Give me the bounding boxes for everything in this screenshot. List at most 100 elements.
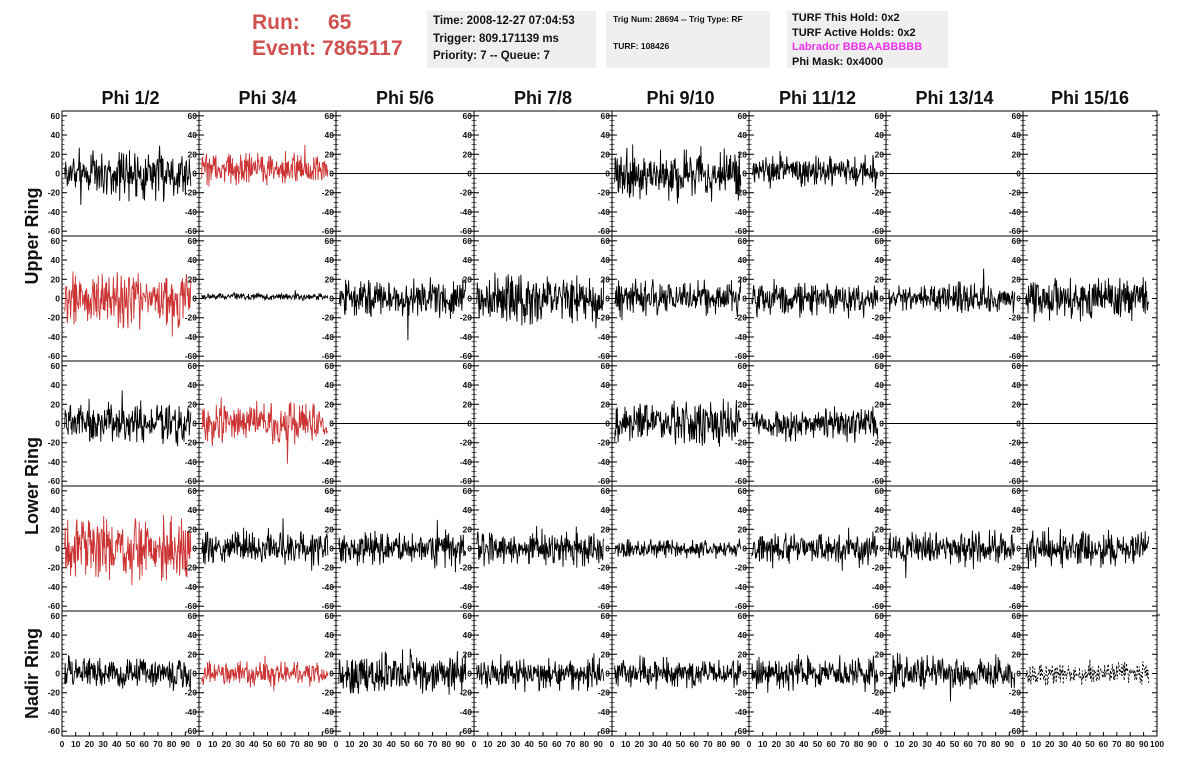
y-tick-label: -60 <box>185 601 198 611</box>
y-tick-label: 60 <box>51 236 61 246</box>
y-tick-label: 20 <box>51 649 61 659</box>
y-tick-label: -40 <box>48 582 61 592</box>
x-tick-label: 50 <box>400 739 410 749</box>
y-tick-label: -60 <box>322 226 335 236</box>
y-tick-label: 0 <box>55 294 60 304</box>
y-tick-label: 20 <box>738 149 748 159</box>
y-tick-label: 20 <box>875 649 885 659</box>
y-tick-label: 20 <box>188 149 198 159</box>
y-tick-label: 0 <box>467 419 472 429</box>
y-tick-label: -40 <box>735 582 748 592</box>
x-tick-label: 10 <box>483 739 493 749</box>
y-tick-label: 20 <box>601 649 611 659</box>
x-tick-label: 90 <box>455 739 465 749</box>
y-tick-label: 0 <box>879 669 884 679</box>
y-tick-label: -60 <box>48 726 61 736</box>
x-tick-label: 90 <box>181 739 191 749</box>
run-event-header: Run: 65 Event: 7865117 <box>252 10 403 62</box>
panel-frame <box>198 235 337 362</box>
y-tick-label: -60 <box>1009 226 1022 236</box>
y-tick-label: -60 <box>735 601 748 611</box>
y-tick-label: -20 <box>1009 688 1022 698</box>
y-tick-label: -60 <box>872 226 885 236</box>
x-tick-label: 70 <box>153 739 163 749</box>
x-tick-label: 70 <box>703 739 713 749</box>
y-tick-label: 0 <box>467 544 472 554</box>
y-tick-label: -40 <box>598 582 611 592</box>
y-tick-label: -20 <box>598 188 611 198</box>
waveform-trace <box>338 277 467 341</box>
y-tick-label: -20 <box>460 438 473 448</box>
x-tick-label: 40 <box>662 739 672 749</box>
y-tick-label: -60 <box>322 726 335 736</box>
y-tick-label: 20 <box>601 524 611 534</box>
y-tick-label: -60 <box>322 476 335 486</box>
x-tick-label: 40 <box>249 739 259 749</box>
y-tick-label: 40 <box>875 255 885 265</box>
y-tick-label: -60 <box>735 226 748 236</box>
x-tick-label: 80 <box>580 739 590 749</box>
y-tick-label: -20 <box>1009 313 1022 323</box>
y-tick-label: 0 <box>55 169 60 179</box>
y-tick-label: 60 <box>738 486 748 496</box>
x-tick-label: 70 <box>1112 739 1122 749</box>
waveform-trace <box>888 652 1016 702</box>
y-tick-label: 0 <box>605 169 610 179</box>
x-tick-label: 80 <box>717 739 727 749</box>
y-tick-label: -20 <box>735 563 748 573</box>
y-tick-label: -40 <box>185 207 198 217</box>
x-tick-label: 100 <box>1150 739 1164 749</box>
x-tick-label: 60 <box>552 739 562 749</box>
y-tick-label: 20 <box>188 274 198 284</box>
y-tick-label: 40 <box>875 130 885 140</box>
x-tick-label: 30 <box>98 739 108 749</box>
y-tick-label: 0 <box>742 169 747 179</box>
y-tick-label: -40 <box>735 457 748 467</box>
y-tick-label: 40 <box>738 630 748 640</box>
y-tick-label: 60 <box>325 486 335 496</box>
y-tick-label: 40 <box>188 255 198 265</box>
y-tick-label: -20 <box>460 688 473 698</box>
phi-column-title: Phi 3/4 <box>238 88 296 108</box>
x-tick-label: 60 <box>139 739 149 749</box>
waveform-trace <box>888 529 1016 579</box>
y-tick-label: 60 <box>188 236 198 246</box>
y-tick-label: 60 <box>1012 486 1022 496</box>
x-tick-label: 80 <box>854 739 864 749</box>
x-tick-label: 20 <box>1045 739 1055 749</box>
x-tick-label: 90 <box>318 739 328 749</box>
y-tick-label: -20 <box>322 563 335 573</box>
x-tick-label: 40 <box>386 739 396 749</box>
y-tick-label: 20 <box>875 399 885 409</box>
y-tick-label: -20 <box>322 188 335 198</box>
x-tick-label: 50 <box>813 739 823 749</box>
y-tick-label: 0 <box>329 169 334 179</box>
turf-active-holds-text: TURF Active Holds: 0x2 <box>792 26 916 39</box>
y-tick-label: -60 <box>1009 726 1022 736</box>
waveform-trace <box>476 272 605 329</box>
y-tick-label: 40 <box>188 505 198 515</box>
x-tick-label: 10 <box>758 739 768 749</box>
y-tick-label: 0 <box>55 419 60 429</box>
y-tick-label: 20 <box>325 524 335 534</box>
y-tick-label: 60 <box>1012 611 1022 621</box>
x-tick-label: 40 <box>524 739 534 749</box>
y-tick-label: 20 <box>738 524 748 534</box>
y-tick-label: -40 <box>735 707 748 717</box>
x-tick-label: 20 <box>772 739 782 749</box>
waveform-trace <box>201 144 329 187</box>
labrador-text: Labrador BBBAABBBBB <box>792 41 923 53</box>
y-tick-label: -60 <box>48 601 61 611</box>
y-tick-label: -40 <box>735 207 748 217</box>
y-tick-label: -60 <box>460 476 473 486</box>
y-tick-label: -40 <box>460 582 473 592</box>
y-tick-label: -60 <box>872 601 885 611</box>
turf-info-box: TURF This Hold: 0x2 TURF Active Holds: 0… <box>787 11 948 68</box>
x-tick-label: 90 <box>731 739 741 749</box>
y-tick-label: -60 <box>460 726 473 736</box>
y-tick-label: -20 <box>872 313 885 323</box>
y-tick-label: 0 <box>192 169 197 179</box>
y-tick-label: 0 <box>192 669 197 679</box>
y-tick-label: -60 <box>872 726 885 736</box>
y-tick-label: -60 <box>872 351 885 361</box>
